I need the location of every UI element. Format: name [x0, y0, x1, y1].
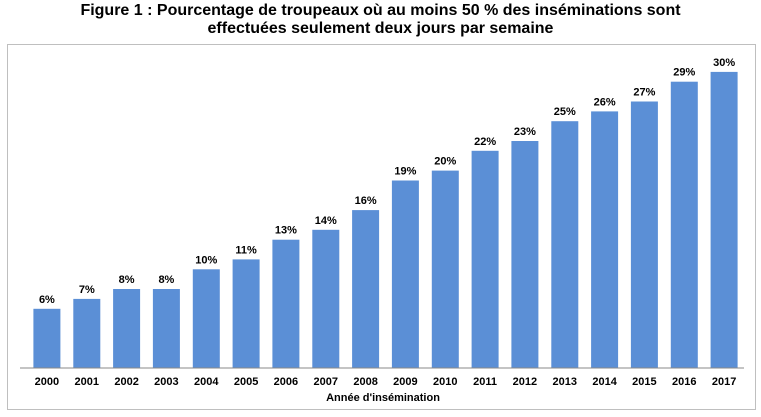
bar-2016	[670, 81, 698, 368]
x-tick-label-2003: 2003	[154, 376, 178, 388]
bar-2004	[192, 269, 220, 368]
bar-2011	[471, 150, 499, 368]
x-tick-label-2010: 2010	[433, 376, 457, 388]
data-label-2013: 25%	[554, 106, 576, 118]
x-tick-label-2013: 2013	[553, 376, 577, 388]
x-tick-labels-group: 2000 2001 2002 2003 2004 2005 2006 2007 2008 2009…	[35, 376, 737, 388]
x-tick-label-2012: 2012	[513, 376, 537, 388]
data-labels-group: 6% 7% 8% 8% 10% 11% 13% 14% 16% 19% 20% 22% 23% 25% 26…	[39, 57, 735, 306]
x-tick-label-2001: 2001	[75, 376, 99, 388]
data-label-2004: 10%	[195, 254, 217, 266]
data-label-2007: 14%	[315, 215, 337, 227]
bar-2000	[33, 308, 61, 368]
x-tick-label-2002: 2002	[114, 376, 138, 388]
data-label-2011: 22%	[474, 136, 496, 148]
data-label-2009: 19%	[394, 166, 416, 178]
data-label-2015: 27%	[633, 87, 655, 99]
data-label-2016: 29%	[673, 67, 695, 79]
bar-2006	[272, 239, 300, 368]
x-axis-title: Année d'insémination	[326, 392, 440, 404]
bar-2014	[591, 111, 619, 369]
data-label-2006: 13%	[275, 225, 297, 237]
bar-2012	[511, 141, 539, 368]
x-tick-label-2008: 2008	[353, 376, 377, 388]
x-tick-label-2005: 2005	[234, 376, 258, 388]
chart-title: Figure 1 : Pourcentage de troupeaux où a…	[0, 2, 761, 38]
x-tick-label-2004: 2004	[194, 376, 219, 388]
chart-title-line1: Figure 1 : Pourcentage de troupeaux où a…	[80, 2, 681, 19]
x-tick-label-2009: 2009	[393, 376, 417, 388]
data-label-2008: 16%	[355, 195, 377, 207]
bars-group	[33, 71, 738, 369]
bar-2008	[352, 210, 380, 368]
data-label-2005: 11%	[235, 244, 257, 256]
chart-title-line2: effectuées seulement deux jours par sema…	[207, 20, 554, 37]
data-label-2003: 8%	[158, 274, 174, 286]
x-tick-label-2000: 2000	[35, 376, 59, 388]
data-label-2001: 7%	[79, 284, 95, 296]
bar-2015	[630, 101, 658, 368]
data-label-2012: 23%	[514, 126, 536, 138]
x-tick-label-2011: 2011	[473, 376, 497, 388]
x-tick-label-2006: 2006	[274, 376, 298, 388]
bar-2007	[312, 229, 340, 368]
x-tick-label-2007: 2007	[314, 376, 338, 388]
x-tick-label-2016: 2016	[672, 376, 696, 388]
data-label-2000: 6%	[39, 294, 55, 306]
bar-2003	[152, 289, 180, 368]
x-tick-label-2017: 2017	[712, 376, 736, 388]
bar-2002	[113, 289, 141, 368]
data-label-2010: 20%	[434, 156, 456, 168]
data-label-2014: 26%	[594, 96, 616, 108]
data-label-2002: 8%	[119, 274, 135, 286]
bar-2005	[232, 259, 260, 368]
x-tick-label-2015: 2015	[632, 376, 656, 388]
data-label-2017: 30%	[713, 57, 735, 69]
bar-2013	[551, 121, 579, 368]
bar-2009	[391, 180, 419, 368]
x-tick-label-2014: 2014	[592, 376, 617, 388]
bar-2010	[431, 170, 459, 368]
bar-2001	[73, 298, 101, 368]
chart-frame	[7, 44, 756, 410]
bar-2017	[710, 71, 738, 369]
